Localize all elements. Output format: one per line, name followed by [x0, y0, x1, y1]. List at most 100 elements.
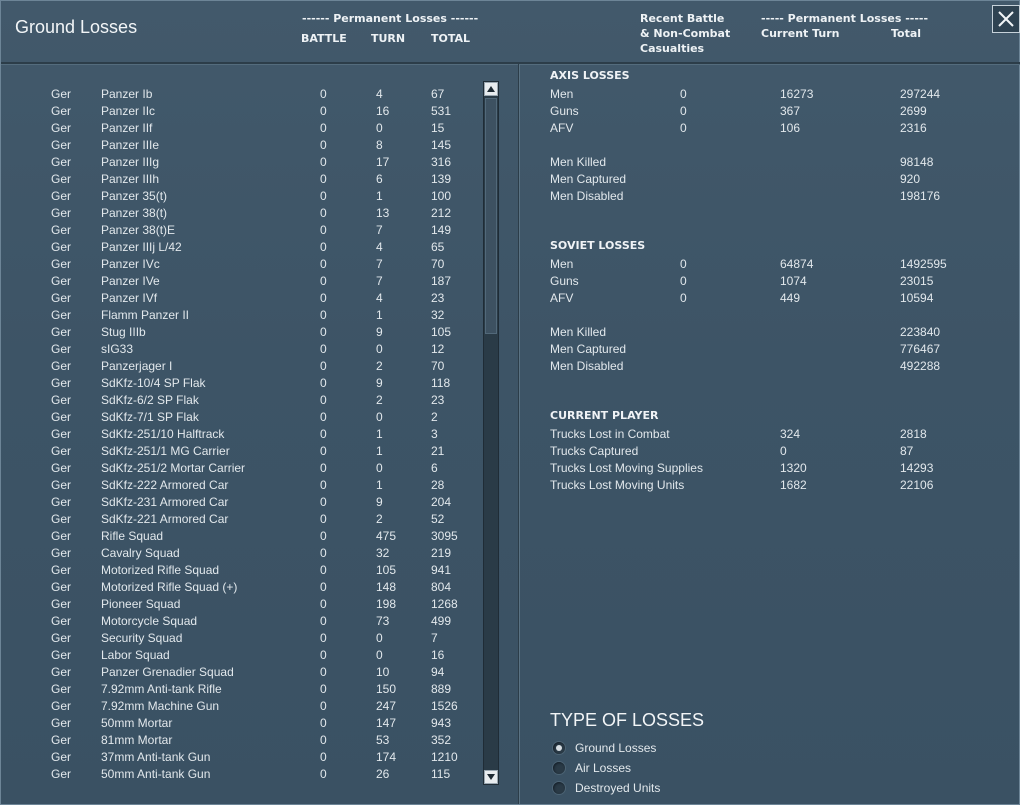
type-of-losses-title: TYPE OF LOSSES — [550, 710, 705, 730]
recent-battle-header-1: Recent Battle — [640, 12, 725, 25]
close-button[interactable] — [992, 5, 1020, 33]
col-header-total: TOTAL — [431, 32, 471, 45]
table-row[interactable]: Ger 7.92mm Anti-tank Rifle 0 150 889 — [1, 682, 481, 699]
radio-icon[interactable] — [553, 762, 565, 774]
table-row[interactable]: Ger Panzer Ib 0 4 67 — [1, 87, 481, 104]
table-row[interactable]: Ger SdKfz-6/2 SP Flak 0 2 23 — [1, 393, 481, 410]
list-item: Men Killed 98148 — [1, 155, 1020, 172]
table-row[interactable]: Ger SdKfz-221 Armored Car 0 2 52 — [1, 512, 481, 529]
unit-battle-losses: 0 — [320, 257, 327, 271]
unit-nationality: Ger — [51, 274, 72, 288]
table-row[interactable]: Ger Panzer Grenadier Squad 0 10 94 — [1, 665, 481, 682]
table-row[interactable]: Ger Panzer IIIh 0 6 139 — [1, 172, 481, 189]
table-row[interactable]: Ger Rifle Squad 0 475 3095 — [1, 529, 481, 546]
unit-total-losses: 212 — [431, 206, 452, 220]
table-row[interactable]: Ger Pioneer Squad 0 198 1268 — [1, 597, 481, 614]
table-row[interactable]: Ger Labor Squad 0 0 16 — [1, 648, 481, 665]
table-row[interactable]: Ger 37mm Anti-tank Gun 0 174 1210 — [1, 750, 481, 767]
unit-name: 81mm Mortar — [101, 733, 173, 747]
unit-battle-losses: 0 — [320, 206, 327, 220]
table-row[interactable]: Ger SdKfz-222 Armored Car 0 1 28 — [1, 478, 481, 495]
table-row[interactable]: Ger Motorcycle Squad 0 73 499 — [1, 614, 481, 631]
unit-turn-losses: 1 — [376, 444, 383, 458]
table-row[interactable]: Ger Panzer IVe 0 7 187 — [1, 274, 481, 291]
total-value: 1492595 — [900, 257, 947, 271]
table-row[interactable]: Ger Panzer 38(t)E 0 7 149 — [1, 223, 481, 240]
table-row[interactable]: Ger SdKfz-10/4 SP Flak 0 9 118 — [1, 376, 481, 393]
total-value: 776467 — [900, 342, 941, 356]
table-row[interactable]: Ger Panzer IIc 0 16 531 — [1, 104, 481, 121]
unit-total-losses: 3095 — [431, 529, 458, 543]
list-item: Men Captured 920 — [1, 172, 1020, 189]
axis-losses-title: AXIS LOSSES — [550, 69, 630, 82]
unit-nationality: Ger — [51, 512, 72, 526]
list-item: AFV 0 106 2316 — [1, 121, 1020, 138]
list-item: Men Disabled 492288 — [1, 359, 1020, 376]
current-turn-value: 1682 — [780, 478, 807, 492]
recent-battle-value: 0 — [680, 257, 687, 271]
table-row[interactable]: Ger Stug IIIb 0 9 105 — [1, 325, 481, 342]
unit-total-losses: 889 — [431, 682, 452, 696]
scroll-down-button[interactable] — [484, 770, 498, 784]
table-row[interactable]: Ger Panzer IIIj L/42 0 4 65 — [1, 240, 481, 257]
table-row[interactable]: Ger Motorized Rifle Squad 0 105 941 — [1, 563, 481, 580]
list-item: Trucks Lost in Combat 324 2818 — [1, 427, 1020, 444]
unit-name: SdKfz-7/1 SP Flak — [101, 410, 199, 424]
unit-loss-list: Ger Panzer Ib 0 4 67 Ger Panzer IIc 0 16 531 Ger Pa… — [1, 87, 481, 784]
table-row[interactable]: Ger Flamm Panzer II 0 1 32 — [1, 308, 481, 325]
loss-label: AFV — [550, 291, 574, 305]
list-item: Guns 0 367 2699 — [1, 104, 1020, 121]
current-turn-value: 324 — [780, 427, 801, 441]
unit-battle-losses: 0 — [320, 699, 327, 713]
scroll-up-button[interactable] — [484, 82, 498, 96]
table-row[interactable]: Ger SdKfz-251/1 MG Carrier 0 1 21 — [1, 444, 481, 461]
table-row[interactable]: Ger 50mm Anti-tank Gun 0 26 115 — [1, 767, 481, 784]
col-header-battle: BATTLE — [301, 32, 347, 45]
loss-label: Men Captured — [550, 342, 627, 356]
table-row[interactable]: Ger Security Squad 0 0 7 — [1, 631, 481, 648]
unit-name: Panzer IIIg — [101, 155, 160, 169]
unit-total-losses: 70 — [431, 359, 445, 373]
unit-nationality: Ger — [51, 325, 72, 339]
table-row[interactable]: Ger 50mm Mortar 0 147 943 — [1, 716, 481, 733]
unit-nationality: Ger — [51, 393, 72, 407]
table-row[interactable]: Ger Panzer IVf 0 4 23 — [1, 291, 481, 308]
unit-turn-losses: 4 — [376, 87, 383, 101]
unit-list-scrollbar[interactable] — [483, 81, 499, 785]
radio-icon[interactable] — [553, 742, 565, 754]
table-row[interactable]: Ger SdKfz-231 Armored Car 0 9 204 — [1, 495, 481, 512]
unit-name: 50mm Anti-tank Gun — [101, 767, 211, 781]
table-row[interactable]: Ger Cavalry Squad 0 32 219 — [1, 546, 481, 563]
table-row[interactable]: Ger Motorized Rifle Squad (+) 0 148 804 — [1, 580, 481, 597]
unit-nationality: Ger — [51, 631, 72, 645]
unit-name: Panzer IIIe — [101, 138, 160, 152]
unit-turn-losses: 7 — [376, 274, 383, 288]
table-row[interactable]: Ger 7.92mm Machine Gun 0 247 1526 — [1, 699, 481, 716]
scroll-thumb[interactable] — [485, 98, 497, 334]
unit-turn-losses: 10 — [376, 665, 390, 679]
table-row[interactable]: Ger Panzer 38(t) 0 13 212 — [1, 206, 481, 223]
unit-battle-losses: 0 — [320, 478, 327, 492]
unit-turn-losses: 13 — [376, 206, 390, 220]
table-row[interactable]: Ger Panzer 35(t) 0 1 100 — [1, 189, 481, 206]
table-row[interactable]: Ger Panzer IIIg 0 17 316 — [1, 155, 481, 172]
table-row[interactable]: Ger sIG33 0 0 12 — [1, 342, 481, 359]
radio-icon[interactable] — [553, 782, 565, 794]
unit-total-losses: 16 — [431, 648, 445, 662]
table-row[interactable]: Ger SdKfz-251/2 Mortar Carrier 0 0 6 — [1, 461, 481, 478]
table-row[interactable]: Ger SdKfz-251/10 Halftrack 0 1 3 — [1, 427, 481, 444]
table-row[interactable]: Ger 81mm Mortar 0 53 352 — [1, 733, 481, 750]
unit-battle-losses: 0 — [320, 172, 327, 186]
unit-turn-losses: 1 — [376, 189, 383, 203]
unit-name: Motorized Rifle Squad (+) — [101, 580, 238, 594]
table-row[interactable]: Ger Panzerjager I 0 2 70 — [1, 359, 481, 376]
table-row[interactable]: Ger Panzer IVc 0 7 70 — [1, 257, 481, 274]
unit-name: SdKfz-221 Armored Car — [101, 512, 229, 526]
loss-label: Trucks Lost Moving Supplies — [550, 461, 703, 475]
unit-total-losses: 23 — [431, 291, 445, 305]
unit-name: Panzer IIf — [101, 121, 153, 135]
table-row[interactable]: Ger SdKfz-7/1 SP Flak 0 0 2 — [1, 410, 481, 427]
unit-turn-losses: 105 — [376, 563, 397, 577]
table-row[interactable]: Ger Panzer IIIe 0 8 145 — [1, 138, 481, 155]
table-row[interactable]: Ger Panzer IIf 0 0 15 — [1, 121, 481, 138]
